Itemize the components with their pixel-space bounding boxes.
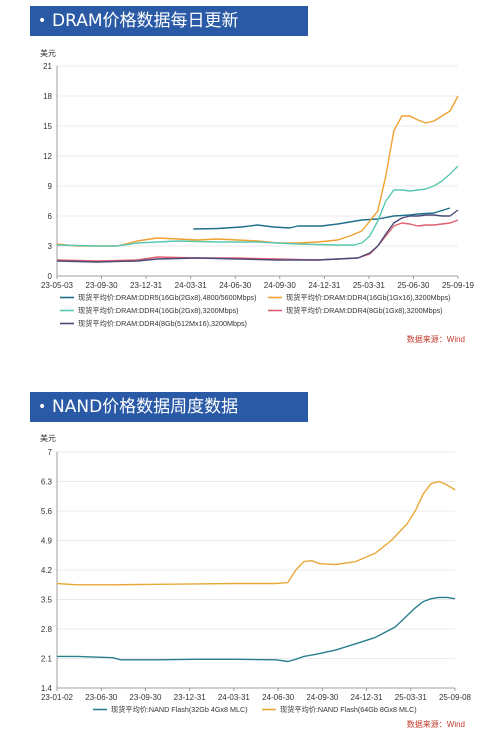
legend-label-2: 现货平均价:DRAM:DDR4(16Gb(1Gx16),3200Mbps) <box>286 293 451 302</box>
x-tick-label: 23-06-30 <box>85 693 118 702</box>
y-tick-label: 21 <box>43 62 52 71</box>
x-tick-label: 25-06-30 <box>397 281 430 290</box>
y-tick-label: 18 <box>43 92 52 101</box>
nand-section-header: • NAND价格数据周度数据 <box>30 392 308 422</box>
y-tick-label: 4.2 <box>41 566 53 575</box>
legend-label-2: 现货平均价:NAND Flash(64Gb 8Gx8 MLC) <box>280 705 417 714</box>
y-axis-unit-label: 美元 <box>40 48 56 58</box>
x-tick-label: 23-09-30 <box>129 693 162 702</box>
x-tick-label: 24-06-30 <box>219 281 252 290</box>
x-tick-label: 24-12-31 <box>308 281 341 290</box>
x-tick-label: 23-12-31 <box>174 693 207 702</box>
nand-section-title: NAND价格数据周度数据 <box>52 397 239 417</box>
series-line-5 <box>56 209 459 263</box>
y-tick-label: 2.1 <box>41 655 53 664</box>
series-line-3 <box>56 165 459 247</box>
bullet-icon: • <box>38 399 47 415</box>
y-tick-label: 7 <box>48 448 53 457</box>
series-line-2 <box>56 480 456 586</box>
y-tick-label: 1.4 <box>41 684 53 693</box>
series-line-1 <box>57 596 456 663</box>
dram-section-header: • DRAM价格数据每日更新 <box>30 6 308 36</box>
x-tick-label: 25-09-19 <box>442 281 475 290</box>
x-tick-label: 23-09-30 <box>86 281 119 290</box>
series-line-1 <box>193 207 451 230</box>
legend-label-5: 现货平均价:DRAM:DDR4(8Gb(512Mx16),3200Mbps) <box>78 319 247 328</box>
x-tick-label: 25-09-08 <box>439 693 472 702</box>
x-tick-label: 24-09-30 <box>306 693 339 702</box>
y-tick-label: 5.6 <box>41 507 53 516</box>
y-tick-label: 15 <box>43 122 52 131</box>
x-tick-label: 25-03-31 <box>395 693 428 702</box>
x-tick-label: 24-03-31 <box>175 281 208 290</box>
y-tick-label: 6.3 <box>41 478 53 487</box>
y-tick-label: 12 <box>43 152 52 161</box>
x-tick-label: 24-12-31 <box>351 693 384 702</box>
bullet-icon: • <box>38 13 47 29</box>
y-tick-label: 4.9 <box>41 537 53 546</box>
y-tick-label: 6 <box>48 212 53 221</box>
y-tick-label: 3.5 <box>41 596 53 605</box>
x-tick-label: 23-01-02 <box>41 693 74 702</box>
legend-label-1: 现货平均价:DRAM:DDR5(16Gb(2Gx8),4800/5600Mbps… <box>78 293 257 302</box>
data-source-note: 数据来源：Wind <box>407 334 465 344</box>
legend-label-4: 现货平均价:DRAM:DDR4(8Gb(1Gx8),3200Mbps) <box>286 306 443 315</box>
dram-section-title: DRAM价格数据每日更新 <box>52 11 239 31</box>
y-tick-label: 2.8 <box>41 625 53 634</box>
x-tick-label: 25-03-31 <box>353 281 386 290</box>
y-tick-label: 0 <box>48 272 53 281</box>
y-tick-label: 3 <box>48 242 53 251</box>
x-tick-label: 23-12-31 <box>130 281 163 290</box>
x-tick-label: 24-06-30 <box>262 693 295 702</box>
x-tick-label: 24-03-31 <box>218 693 251 702</box>
data-source-note: 数据来源：Wind <box>407 719 465 729</box>
series-line-2 <box>56 95 459 247</box>
x-tick-label: 23-05-03 <box>41 281 74 290</box>
x-tick-label: 24-09-30 <box>264 281 297 290</box>
legend-label-1: 现货平均价:NAND Flash(32Gb 4Gx8 MLC) <box>111 705 248 714</box>
y-tick-label: 9 <box>48 182 53 191</box>
y-axis-unit-label: 美元 <box>40 433 56 443</box>
legend-label-3: 现货平均价:DRAM:DDR4(16Gb(2Gx8),3200Mbps) <box>78 306 239 315</box>
